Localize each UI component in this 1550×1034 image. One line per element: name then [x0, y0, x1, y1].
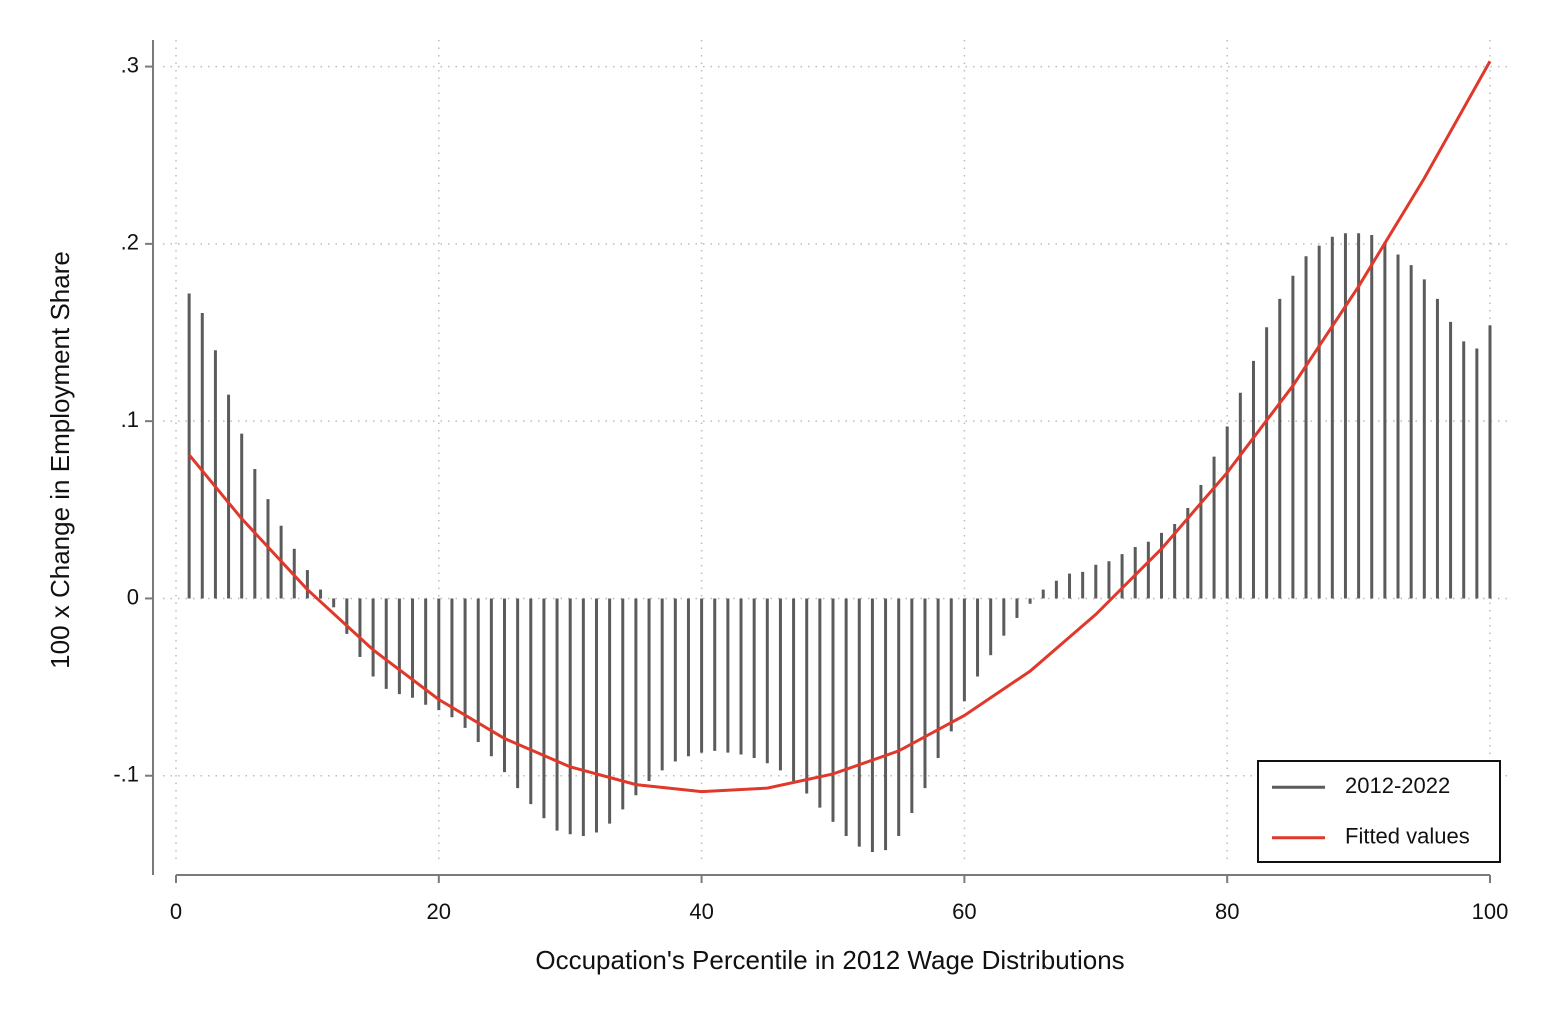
x-axis-title: Occupation's Percentile in 2012 Wage Dis…	[535, 945, 1124, 975]
x-tick-label: 20	[427, 899, 451, 924]
fitted-line	[187, 60, 1492, 794]
y-tick-label: .1	[121, 407, 139, 432]
x-tick-label: 80	[1215, 899, 1239, 924]
y-tick-label: 0	[127, 584, 139, 609]
x-tick-label: 40	[689, 899, 713, 924]
y-tick-label: .2	[121, 230, 139, 255]
x-tick-label: 0	[170, 899, 182, 924]
y-axis-title: 100 x Change in Employment Share	[45, 251, 75, 669]
legend-label: 2012-2022	[1345, 773, 1450, 798]
y-tick-label: .3	[121, 52, 139, 77]
y-tick-label: -.1	[113, 762, 139, 787]
legend: 2012-2022 Fitted values	[1257, 760, 1501, 863]
x-tick-label: 60	[952, 899, 976, 924]
legend-box	[1257, 760, 1501, 863]
x-tick-label: 100	[1472, 899, 1509, 924]
legend-label: Fitted values	[1345, 824, 1470, 849]
